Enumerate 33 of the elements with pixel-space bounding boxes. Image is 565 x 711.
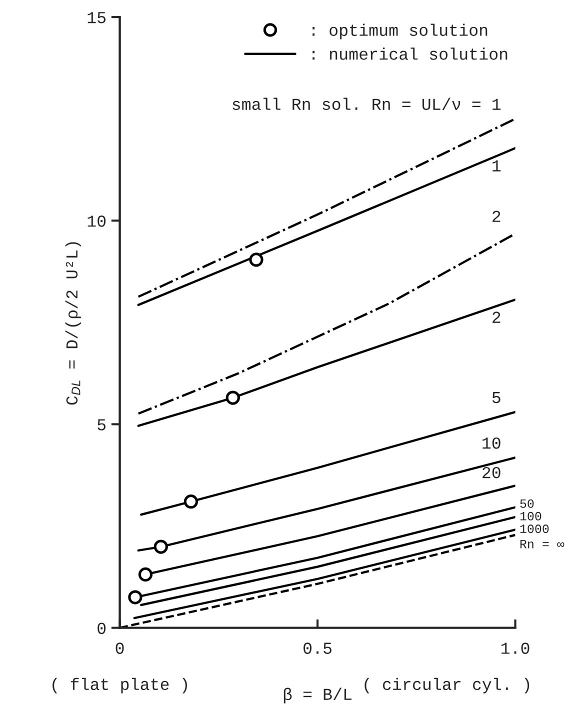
x-tick-label: 1.0 bbox=[501, 642, 530, 654]
series-label: 20 bbox=[482, 466, 500, 478]
text: ( flat plate ) bbox=[52, 678, 187, 694]
y-tick-label: 15 bbox=[88, 12, 106, 24]
series-label: 1000 bbox=[520, 524, 549, 534]
series-label: 50 bbox=[520, 499, 534, 508]
series-label: 1 bbox=[492, 160, 501, 172]
series-label: 2 bbox=[492, 210, 500, 222]
line-series bbox=[140, 410, 516, 516]
line-series bbox=[137, 298, 516, 427]
x-tick-label: 0 bbox=[116, 642, 124, 654]
series-label: small Rn sol. Rn = UL/ν = 1 bbox=[232, 98, 501, 110]
point bbox=[184, 494, 198, 509]
line-series bbox=[137, 232, 516, 415]
point bbox=[138, 567, 153, 582]
series-label: 10 bbox=[482, 437, 500, 449]
series-label: 5 bbox=[492, 392, 500, 404]
point bbox=[128, 590, 142, 604]
x-axis-title: β = B/L bbox=[284, 688, 352, 704]
series-label: 2 bbox=[492, 312, 500, 323]
x-tick-label: 0.5 bbox=[304, 642, 332, 654]
series-label: Rn = ∞ bbox=[520, 540, 564, 548]
y-tick-label: 10 bbox=[88, 216, 106, 227]
text: ( circular cyl. ) bbox=[364, 678, 530, 694]
y-tick-label: 0 bbox=[98, 622, 106, 634]
annotation: : numerical solution bbox=[312, 48, 508, 60]
point bbox=[154, 540, 168, 554]
y-axis-title: C$_{DL}$ = D/(ρ/2 U²L) bbox=[65, 242, 81, 405]
y-tick-label: 5 bbox=[98, 419, 106, 430]
point bbox=[226, 390, 240, 405]
point bbox=[249, 252, 264, 267]
legend-label: : optimum solution bbox=[312, 24, 488, 40]
series-label: 100 bbox=[520, 512, 542, 520]
